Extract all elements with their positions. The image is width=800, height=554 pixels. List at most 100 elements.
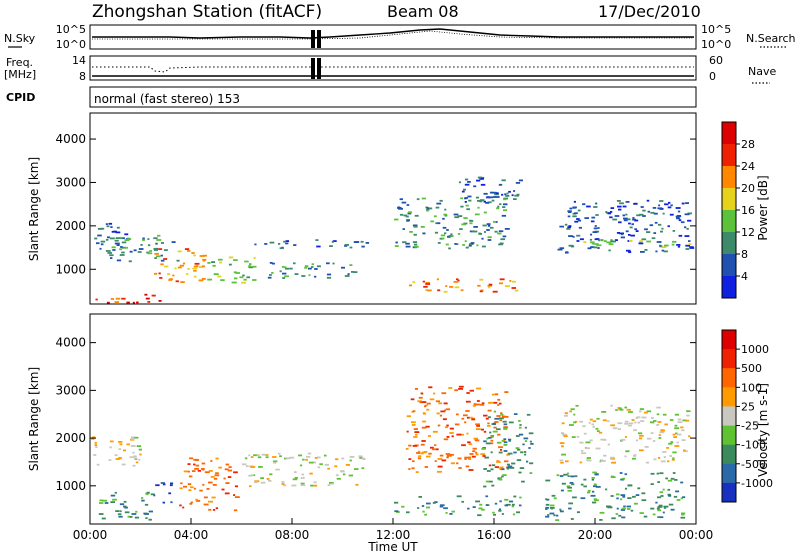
velocity-y-axis: 1000 2000 3000 4000 (55, 336, 696, 493)
colorbar-tick-label: -25 (741, 420, 759, 433)
scatter-cell (116, 244, 120, 246)
scatter-cell (201, 462, 206, 465)
scatter-cell (515, 447, 520, 449)
colorbar-segment (722, 406, 736, 426)
scatter-cell (191, 470, 196, 472)
scatter-cell (365, 242, 370, 244)
scatter-cell (686, 228, 689, 230)
colorbar-tick-label: 16 (741, 204, 755, 217)
scatter-cell (471, 455, 476, 458)
scatter-cell (279, 455, 282, 458)
scatter-cell (619, 408, 624, 411)
scatter-cell (625, 213, 628, 216)
scatter-cell (489, 191, 494, 194)
scatter-cell (590, 241, 595, 244)
scatter-cell (477, 200, 481, 202)
scatter-cell (526, 413, 531, 416)
scatter-cell (608, 249, 611, 252)
scatter-cell (652, 207, 657, 209)
scatter-cell (597, 227, 600, 229)
scatter-cell (439, 504, 445, 507)
scatter-cell (315, 239, 319, 241)
scatter-cell (571, 436, 576, 438)
scatter-cell (488, 286, 491, 289)
scatter-cell (650, 417, 654, 419)
scatter-cell (421, 505, 425, 507)
scatter-cell (464, 201, 467, 203)
freq-gap-2 (317, 58, 321, 79)
scatter-cell (412, 410, 416, 413)
scatter-cell (249, 485, 252, 488)
x-tick-label: 00:00 (73, 528, 108, 542)
colorbar-tick-label: 4 (741, 270, 748, 283)
scatter-cell (340, 470, 344, 472)
scatter-cell (476, 244, 479, 247)
scatter-cell (567, 475, 570, 477)
scatter-cell (133, 455, 137, 458)
scatter-cell (189, 457, 194, 460)
scatter-cell (470, 242, 475, 244)
scatter-cell (422, 232, 426, 235)
scatter-cell (661, 249, 665, 252)
cpid-frame (89, 86, 697, 108)
scatter-cell (416, 198, 420, 201)
scatter-cell (619, 232, 624, 235)
scatter-cell (316, 245, 321, 248)
colorbar-segment (722, 276, 736, 299)
scatter-cell (574, 212, 578, 215)
scatter-cell (169, 484, 173, 487)
scatter-cell (227, 476, 232, 478)
scatter-cell (294, 273, 299, 275)
scatter-cell (467, 181, 471, 183)
power-colorbar: 4 8 12 16 20 24 28 (721, 121, 755, 299)
scatter-cell (615, 409, 618, 411)
y-tick-label: 4000 (55, 132, 86, 146)
scatter-cell (676, 441, 679, 444)
scatter-cell (669, 455, 672, 457)
scatter-cell (660, 429, 665, 432)
scatter-cell (610, 495, 614, 497)
scatter-cell (559, 225, 564, 228)
scatter-cell (319, 463, 323, 466)
scatter-cell (508, 421, 514, 424)
scatter-cell (257, 456, 262, 459)
scatter-cell (664, 244, 669, 247)
scatter-cell (426, 209, 429, 212)
scatter-cell (425, 283, 431, 285)
scatter-cell (224, 492, 230, 495)
scatter-cell (633, 454, 637, 456)
scatter-cell (329, 482, 334, 484)
scatter-cell (175, 280, 179, 283)
scatter-cell (424, 451, 428, 453)
scatter-cell (668, 442, 673, 445)
scatter-cell (199, 255, 205, 257)
scatter-cell (260, 481, 266, 484)
scatter-cell (517, 448, 521, 451)
scatter-cell (628, 251, 632, 253)
scatter-cell (233, 271, 237, 274)
scatter-cell (454, 216, 460, 219)
scatter-cell (499, 242, 504, 245)
scatter-cell (595, 427, 599, 430)
colorbar-segment (722, 122, 736, 145)
scatter-cell (581, 452, 587, 455)
scatter-cell (668, 201, 671, 204)
scatter-cell (501, 214, 507, 217)
scatter-cell (671, 243, 675, 246)
scatter-cell (195, 464, 200, 467)
scatter-cell (616, 497, 619, 500)
scatter-cell (441, 459, 447, 462)
scatter-cell (460, 197, 464, 200)
scatter-cell (458, 467, 462, 469)
scatter-cell (627, 240, 630, 242)
scatter-cell (478, 507, 483, 510)
scatter-cell (504, 426, 507, 428)
scatter-cell (492, 511, 495, 514)
scatter-cell (264, 454, 269, 456)
scatter-cell (471, 418, 476, 421)
scatter-cell (241, 463, 247, 466)
scatter-cell (591, 242, 595, 245)
scatter-cell (660, 495, 664, 497)
scatter-cell (124, 511, 130, 514)
scatter-cell (409, 284, 413, 287)
